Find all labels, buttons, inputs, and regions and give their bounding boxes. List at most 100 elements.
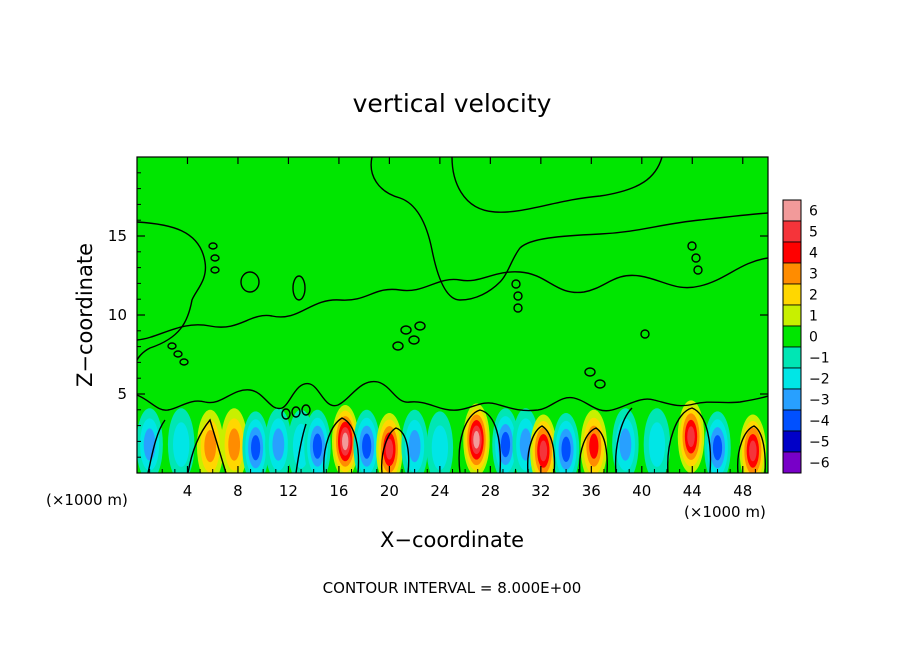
colorbar-label: −1 (809, 351, 830, 367)
contour-loop (208, 242, 218, 250)
colorbar-swatch (782, 304, 802, 327)
contour-loop (693, 265, 703, 275)
contour-loop (301, 404, 311, 416)
velocity-cell (530, 414, 557, 473)
velocity-level (473, 431, 480, 449)
x-tick-label: 48 (733, 482, 752, 500)
velocity-level (228, 428, 241, 461)
colorbar-label: −2 (809, 372, 830, 388)
velocity-level (500, 431, 511, 458)
colorbar-label: 4 (809, 246, 818, 262)
x-tick-label: 24 (430, 482, 449, 500)
x-axis: 4 8 12 16 20 24 28 32 36 40 44 48 (149, 157, 756, 500)
velocity-cell (677, 400, 705, 473)
x-unit-right: (×1000 m) (684, 503, 766, 521)
x-tick-label: 36 (582, 482, 601, 500)
x-tick-label: 28 (481, 482, 500, 500)
colorbar-swatch (782, 220, 802, 243)
colorbar-label: 0 (809, 330, 818, 346)
y-tick-label: 15 (108, 227, 127, 245)
contour-line (147, 419, 166, 473)
colorbar-label: 5 (809, 225, 818, 241)
colorbar: 6 5 4 3 2 1 0 −1 −2 −3 −4 −5 −6 (782, 199, 830, 474)
velocity-cell (242, 411, 269, 473)
colorbar-swatch (782, 283, 802, 306)
contour-line (187, 418, 227, 473)
y-tick-label: 10 (108, 306, 127, 324)
velocity-cell (739, 414, 767, 473)
velocity-cell (167, 408, 195, 473)
contour-line (370, 157, 768, 301)
colorbar-swatch (782, 430, 802, 453)
velocity-level (648, 422, 666, 467)
x-tick-label: 32 (531, 482, 550, 500)
velocity-cell (353, 409, 380, 473)
contour-line (737, 425, 766, 473)
contour-loop (400, 325, 412, 335)
contour-line (614, 407, 633, 473)
x-tick-label: 40 (632, 482, 651, 500)
velocity-level (143, 428, 156, 461)
contour-line (458, 409, 502, 473)
colorbar-swatch (782, 241, 802, 264)
contour-line (526, 425, 556, 473)
x-tick-label: 44 (683, 482, 702, 500)
velocity-level (539, 440, 548, 462)
contour-line (380, 427, 410, 473)
contour-lines (137, 157, 768, 473)
colorbar-label: −4 (809, 414, 830, 430)
contour-loop (210, 254, 220, 262)
contour-loop (292, 275, 306, 301)
colorbar-swatch (782, 409, 802, 432)
colorbar-swatch (782, 199, 802, 222)
contour-loop (640, 329, 650, 339)
velocity-cell (643, 408, 671, 473)
velocity-level (431, 425, 449, 471)
colorbar-label: −5 (809, 435, 830, 451)
velocity-cell (376, 412, 403, 473)
velocity-level (362, 433, 372, 459)
velocity-cell (331, 405, 359, 473)
velocity-level (204, 429, 217, 463)
contour-loop (511, 279, 521, 289)
velocity-cell (196, 409, 224, 473)
velocity-level (687, 426, 695, 448)
velocity-level (312, 433, 323, 459)
velocity-level (272, 428, 285, 461)
colorbar-label: 6 (809, 204, 818, 220)
y-tick-label: 5 (117, 385, 127, 403)
colorbar-swatch (782, 262, 802, 285)
colorbar-frame (782, 199, 802, 474)
x-unit-left: (×1000 m) (46, 491, 128, 509)
contour-loop (392, 341, 404, 351)
colorbar-label: −6 (809, 456, 830, 472)
contour-interval-note: CONTOUR INTERVAL = 8.000E+00 (323, 579, 582, 597)
velocity-cell (265, 408, 292, 473)
velocity-level (173, 422, 190, 467)
colorbar-swatch (782, 346, 802, 369)
contour-loop (687, 241, 697, 251)
contour-loop (584, 367, 596, 377)
contour-loop (291, 406, 301, 418)
contour-loop (513, 303, 523, 313)
contour-line (137, 380, 768, 412)
contour-loop (167, 342, 177, 350)
contour-loop (210, 266, 220, 274)
contour-loop (173, 350, 183, 358)
colorbar-label: −3 (809, 393, 830, 409)
velocity-cell (463, 403, 490, 473)
contour-loop (691, 253, 701, 263)
velocity-cell (426, 411, 454, 473)
contour-loop (594, 379, 606, 389)
colorbar-label: 3 (809, 267, 818, 283)
contour-loop (408, 335, 420, 345)
contour-line (451, 157, 663, 213)
contour-line (323, 417, 360, 473)
velocity-cell (552, 412, 580, 473)
x-tick-label: 20 (380, 482, 399, 500)
y-axis: 5 10 15 (108, 172, 768, 458)
velocity-cell (137, 408, 163, 473)
colorbar-swatch (782, 451, 802, 474)
velocity-cell (580, 409, 608, 473)
